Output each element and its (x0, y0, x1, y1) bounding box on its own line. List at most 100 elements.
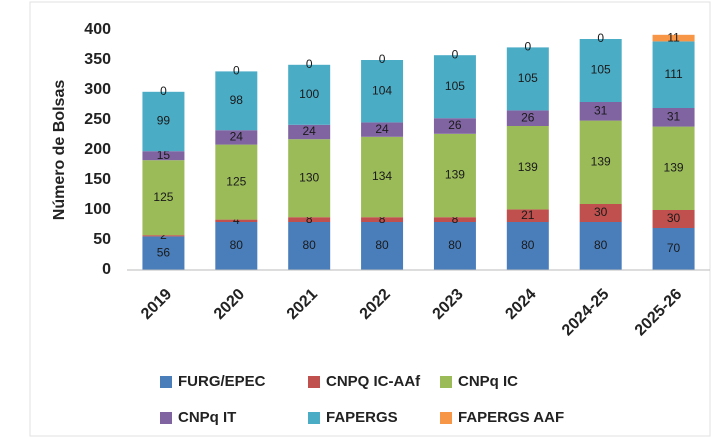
bar-segment (506, 222, 549, 270)
y-tick-label: 300 (84, 81, 111, 98)
data-label: 0 (452, 47, 459, 61)
data-label: 0 (379, 52, 386, 66)
legend-label: CNPq IC (458, 373, 518, 390)
bar-segment (652, 126, 695, 210)
data-label: 56 (157, 245, 171, 259)
data-label: 0 (306, 57, 313, 71)
x-tick-label: 2023 (430, 286, 467, 323)
legend-label: FAPERGS AAF (458, 409, 564, 426)
bar-segment (215, 144, 258, 220)
data-label: 31 (667, 109, 681, 123)
bar-segment (433, 118, 476, 134)
bar-segment (506, 126, 549, 210)
data-label: 80 (521, 238, 535, 252)
data-label: 30 (667, 211, 681, 225)
data-label: 8 (379, 212, 386, 226)
data-label: 30 (594, 205, 608, 219)
bar-segment (506, 47, 549, 111)
bar-segment (361, 222, 404, 270)
bar-segment (142, 151, 185, 161)
bar-segment (288, 124, 331, 140)
y-tick-label: 250 (84, 111, 111, 128)
legend-label: CNPQ IC-AAf (326, 373, 421, 390)
data-label: 105 (518, 71, 538, 85)
data-label: 80 (375, 238, 389, 252)
data-label: 80 (594, 238, 608, 252)
data-label: 26 (448, 118, 462, 132)
x-tick-label: 2019 (138, 286, 175, 323)
y-tick-label: 200 (84, 141, 111, 158)
bar-segment (579, 222, 622, 270)
legend-label: FURG/EPEC (178, 373, 266, 390)
bar-segment (652, 210, 695, 228)
bar-segment (361, 122, 404, 137)
bar-segment (433, 133, 476, 218)
legend-swatch (440, 412, 452, 424)
bar-segment (579, 39, 622, 102)
data-label: 0 (160, 84, 167, 98)
legend-swatch (160, 412, 172, 424)
y-axis-label: Número de Bolsas (51, 80, 68, 221)
data-label: 24 (230, 130, 244, 144)
legend-label: FAPERGS (326, 409, 398, 426)
data-label: 15 (157, 148, 171, 162)
bar-segment (288, 139, 331, 218)
data-label: 70 (667, 241, 681, 255)
legend-swatch (440, 376, 452, 388)
bar-segment (579, 120, 622, 204)
data-label: 111 (664, 67, 683, 81)
data-label: 31 (594, 103, 608, 117)
data-label: 24 (303, 124, 317, 138)
data-label: 104 (372, 83, 392, 97)
bar-segment (288, 222, 331, 270)
data-label: 80 (303, 238, 317, 252)
data-label: 105 (445, 79, 465, 93)
bar-segment (506, 209, 549, 222)
data-label: 99 (157, 114, 171, 128)
legend-label: CNPq IT (178, 409, 236, 426)
data-label: 11 (667, 30, 680, 44)
data-label: 100 (299, 87, 319, 101)
bar-segment (215, 219, 258, 222)
bar-segment (288, 217, 331, 222)
bar-segment (433, 222, 476, 270)
data-label: 24 (375, 122, 389, 136)
data-label: 0 (524, 40, 531, 54)
legend-swatch (308, 376, 320, 388)
x-tick-label: 2024-25 (559, 286, 613, 340)
x-tick-label: 2024 (502, 286, 539, 323)
data-label: 0 (597, 31, 604, 45)
data-label: 21 (521, 208, 535, 222)
bar-segment (433, 217, 476, 222)
bar-segment (142, 91, 185, 152)
legend-swatch (160, 376, 172, 388)
bar-segment (361, 60, 404, 123)
bar-segment (652, 108, 695, 127)
bar-segment (215, 222, 258, 270)
bar-segment (652, 228, 695, 270)
data-label: 0 (233, 64, 240, 78)
data-label: 139 (518, 160, 538, 174)
data-label: 125 (153, 190, 173, 204)
data-label: 139 (445, 168, 465, 182)
bar-segment (361, 136, 404, 218)
y-tick-label: 350 (84, 51, 111, 68)
bar-segment (215, 130, 258, 145)
bar-segment (142, 236, 185, 270)
y-tick-label: 0 (102, 261, 111, 278)
y-tick-label: 400 (84, 21, 111, 38)
x-tick-label: 2022 (357, 286, 394, 323)
y-tick-label: 150 (84, 171, 111, 188)
bar-segment (579, 102, 622, 121)
y-tick-label: 50 (93, 231, 111, 248)
chart-frame (29, 1, 711, 437)
data-label: 8 (306, 212, 313, 226)
bar-segment (652, 41, 695, 108)
data-label: 139 (591, 154, 611, 168)
x-tick-label: 2021 (284, 286, 321, 323)
legend-swatch (308, 412, 320, 424)
bar-segment (142, 235, 185, 237)
data-label: 80 (230, 238, 244, 252)
data-label: 105 (591, 63, 611, 77)
